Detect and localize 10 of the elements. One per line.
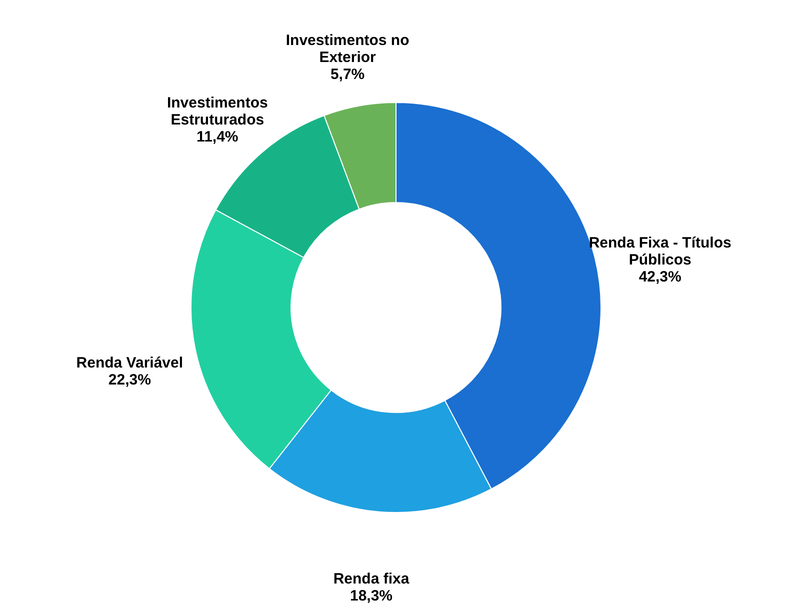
slice-label: Renda Variável xyxy=(76,354,184,372)
slice-label: Investimentos no Exterior xyxy=(286,32,410,66)
data-label: 11,4% xyxy=(196,128,238,146)
data-label: 22,3% xyxy=(108,372,151,389)
data-label: 5,7% xyxy=(330,66,365,83)
slice-label: Investimentos Estruturados xyxy=(166,94,268,128)
slice-label: Renda Fixa - Títulos Públicos xyxy=(588,234,732,268)
data-label: 18,3% xyxy=(350,587,393,604)
slice-label: Renda fixa xyxy=(333,570,410,588)
data-label: 42,3% xyxy=(638,268,682,286)
